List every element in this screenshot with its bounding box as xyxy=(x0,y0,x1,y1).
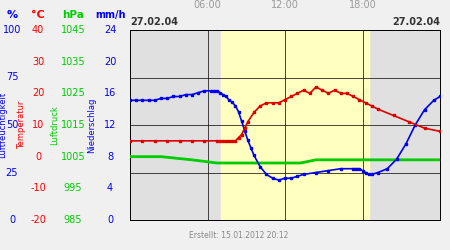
Text: 25: 25 xyxy=(6,168,18,177)
Text: 995: 995 xyxy=(64,183,82,193)
Text: 75: 75 xyxy=(6,72,18,83)
Text: 0: 0 xyxy=(9,215,15,225)
Text: Luftdruck: Luftdruck xyxy=(50,105,59,145)
Text: 50: 50 xyxy=(6,120,18,130)
Text: °C: °C xyxy=(31,10,45,20)
Text: 12:00: 12:00 xyxy=(271,0,299,10)
Text: 985: 985 xyxy=(64,215,82,225)
Text: 30: 30 xyxy=(32,57,44,67)
Text: 1005: 1005 xyxy=(61,152,86,162)
Text: 1025: 1025 xyxy=(61,88,86,98)
Text: Niederschlag: Niederschlag xyxy=(87,97,96,153)
Text: 20: 20 xyxy=(32,88,44,98)
Text: 12: 12 xyxy=(104,120,116,130)
Text: 4: 4 xyxy=(107,183,113,193)
Text: 24: 24 xyxy=(104,25,116,35)
Text: Luftfeuchtigkeit: Luftfeuchtigkeit xyxy=(0,92,8,158)
Text: hPa: hPa xyxy=(62,10,84,20)
Text: 20: 20 xyxy=(104,57,116,67)
Text: 18:00: 18:00 xyxy=(349,0,376,10)
Text: Erstellt: 15.01.2012 20:12: Erstellt: 15.01.2012 20:12 xyxy=(189,230,288,239)
Text: 0: 0 xyxy=(35,152,41,162)
Text: 0: 0 xyxy=(107,215,113,225)
Text: mm/h: mm/h xyxy=(95,10,125,20)
Text: 1015: 1015 xyxy=(61,120,86,130)
Text: 10: 10 xyxy=(32,120,44,130)
Text: 100: 100 xyxy=(3,25,21,35)
Text: %: % xyxy=(6,10,18,20)
Text: Temperatur: Temperatur xyxy=(18,101,27,149)
Text: -20: -20 xyxy=(30,215,46,225)
Bar xyxy=(221,30,369,220)
Text: 1035: 1035 xyxy=(61,57,86,67)
Text: -10: -10 xyxy=(30,183,46,193)
Text: 27.02.04: 27.02.04 xyxy=(130,17,178,27)
Text: 16: 16 xyxy=(104,88,116,98)
Text: 1045: 1045 xyxy=(61,25,86,35)
Text: 27.02.04: 27.02.04 xyxy=(392,17,440,27)
Text: 8: 8 xyxy=(107,152,113,162)
Text: 06:00: 06:00 xyxy=(194,0,221,10)
Text: 40: 40 xyxy=(32,25,44,35)
